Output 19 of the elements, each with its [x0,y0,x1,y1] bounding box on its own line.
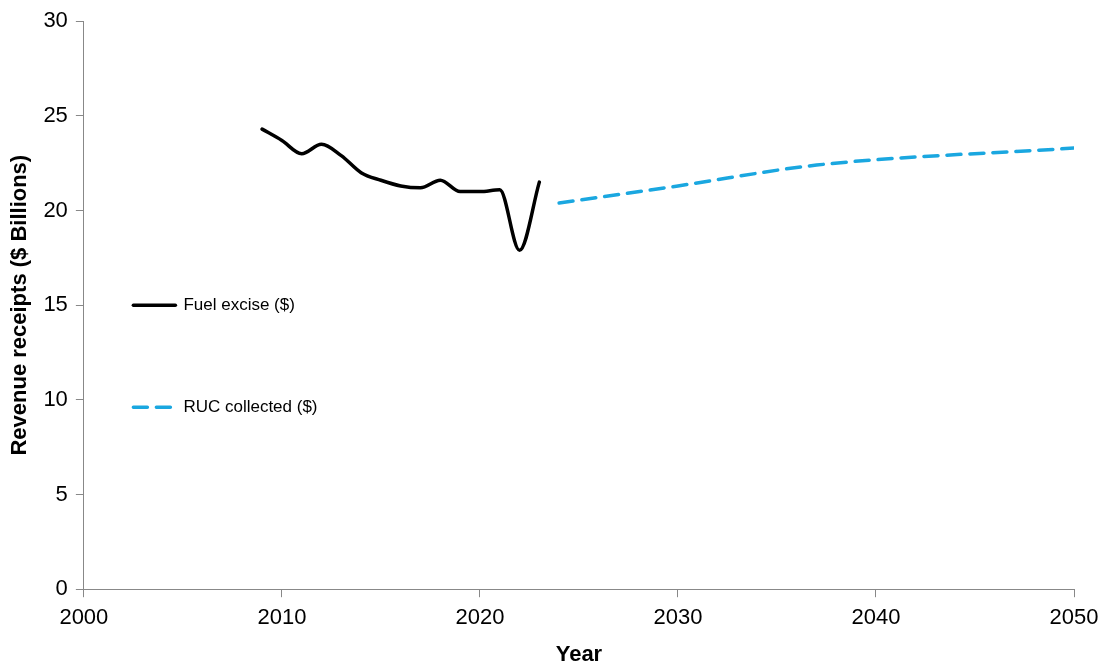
y-tick-label: 0 [55,575,68,601]
x-tick-label: 2030 [653,604,703,630]
y-tick-label: 10 [43,385,68,411]
legend-label: Fuel excise ($) [183,294,295,314]
y-tick-label: 15 [43,291,68,317]
x-tick-label: 2020 [455,604,505,630]
y-tick-label: 30 [43,7,68,33]
x-axis-title: Year [555,640,603,666]
y-tick-label: 20 [43,196,68,222]
line-series [557,146,1074,205]
x-tick-label: 2000 [59,604,109,630]
y-tick-label: 5 [55,480,68,506]
y-tick-label: 25 [43,101,68,127]
line-series [260,127,542,253]
x-tick-label: 2040 [851,604,901,630]
x-tick-label: 2050 [1049,604,1099,630]
x-tick-label: 2010 [257,604,307,630]
legend-label: RUC collected ($) [183,396,318,416]
y-axis-title: Revenue receipts ($ Billions) [6,154,32,456]
